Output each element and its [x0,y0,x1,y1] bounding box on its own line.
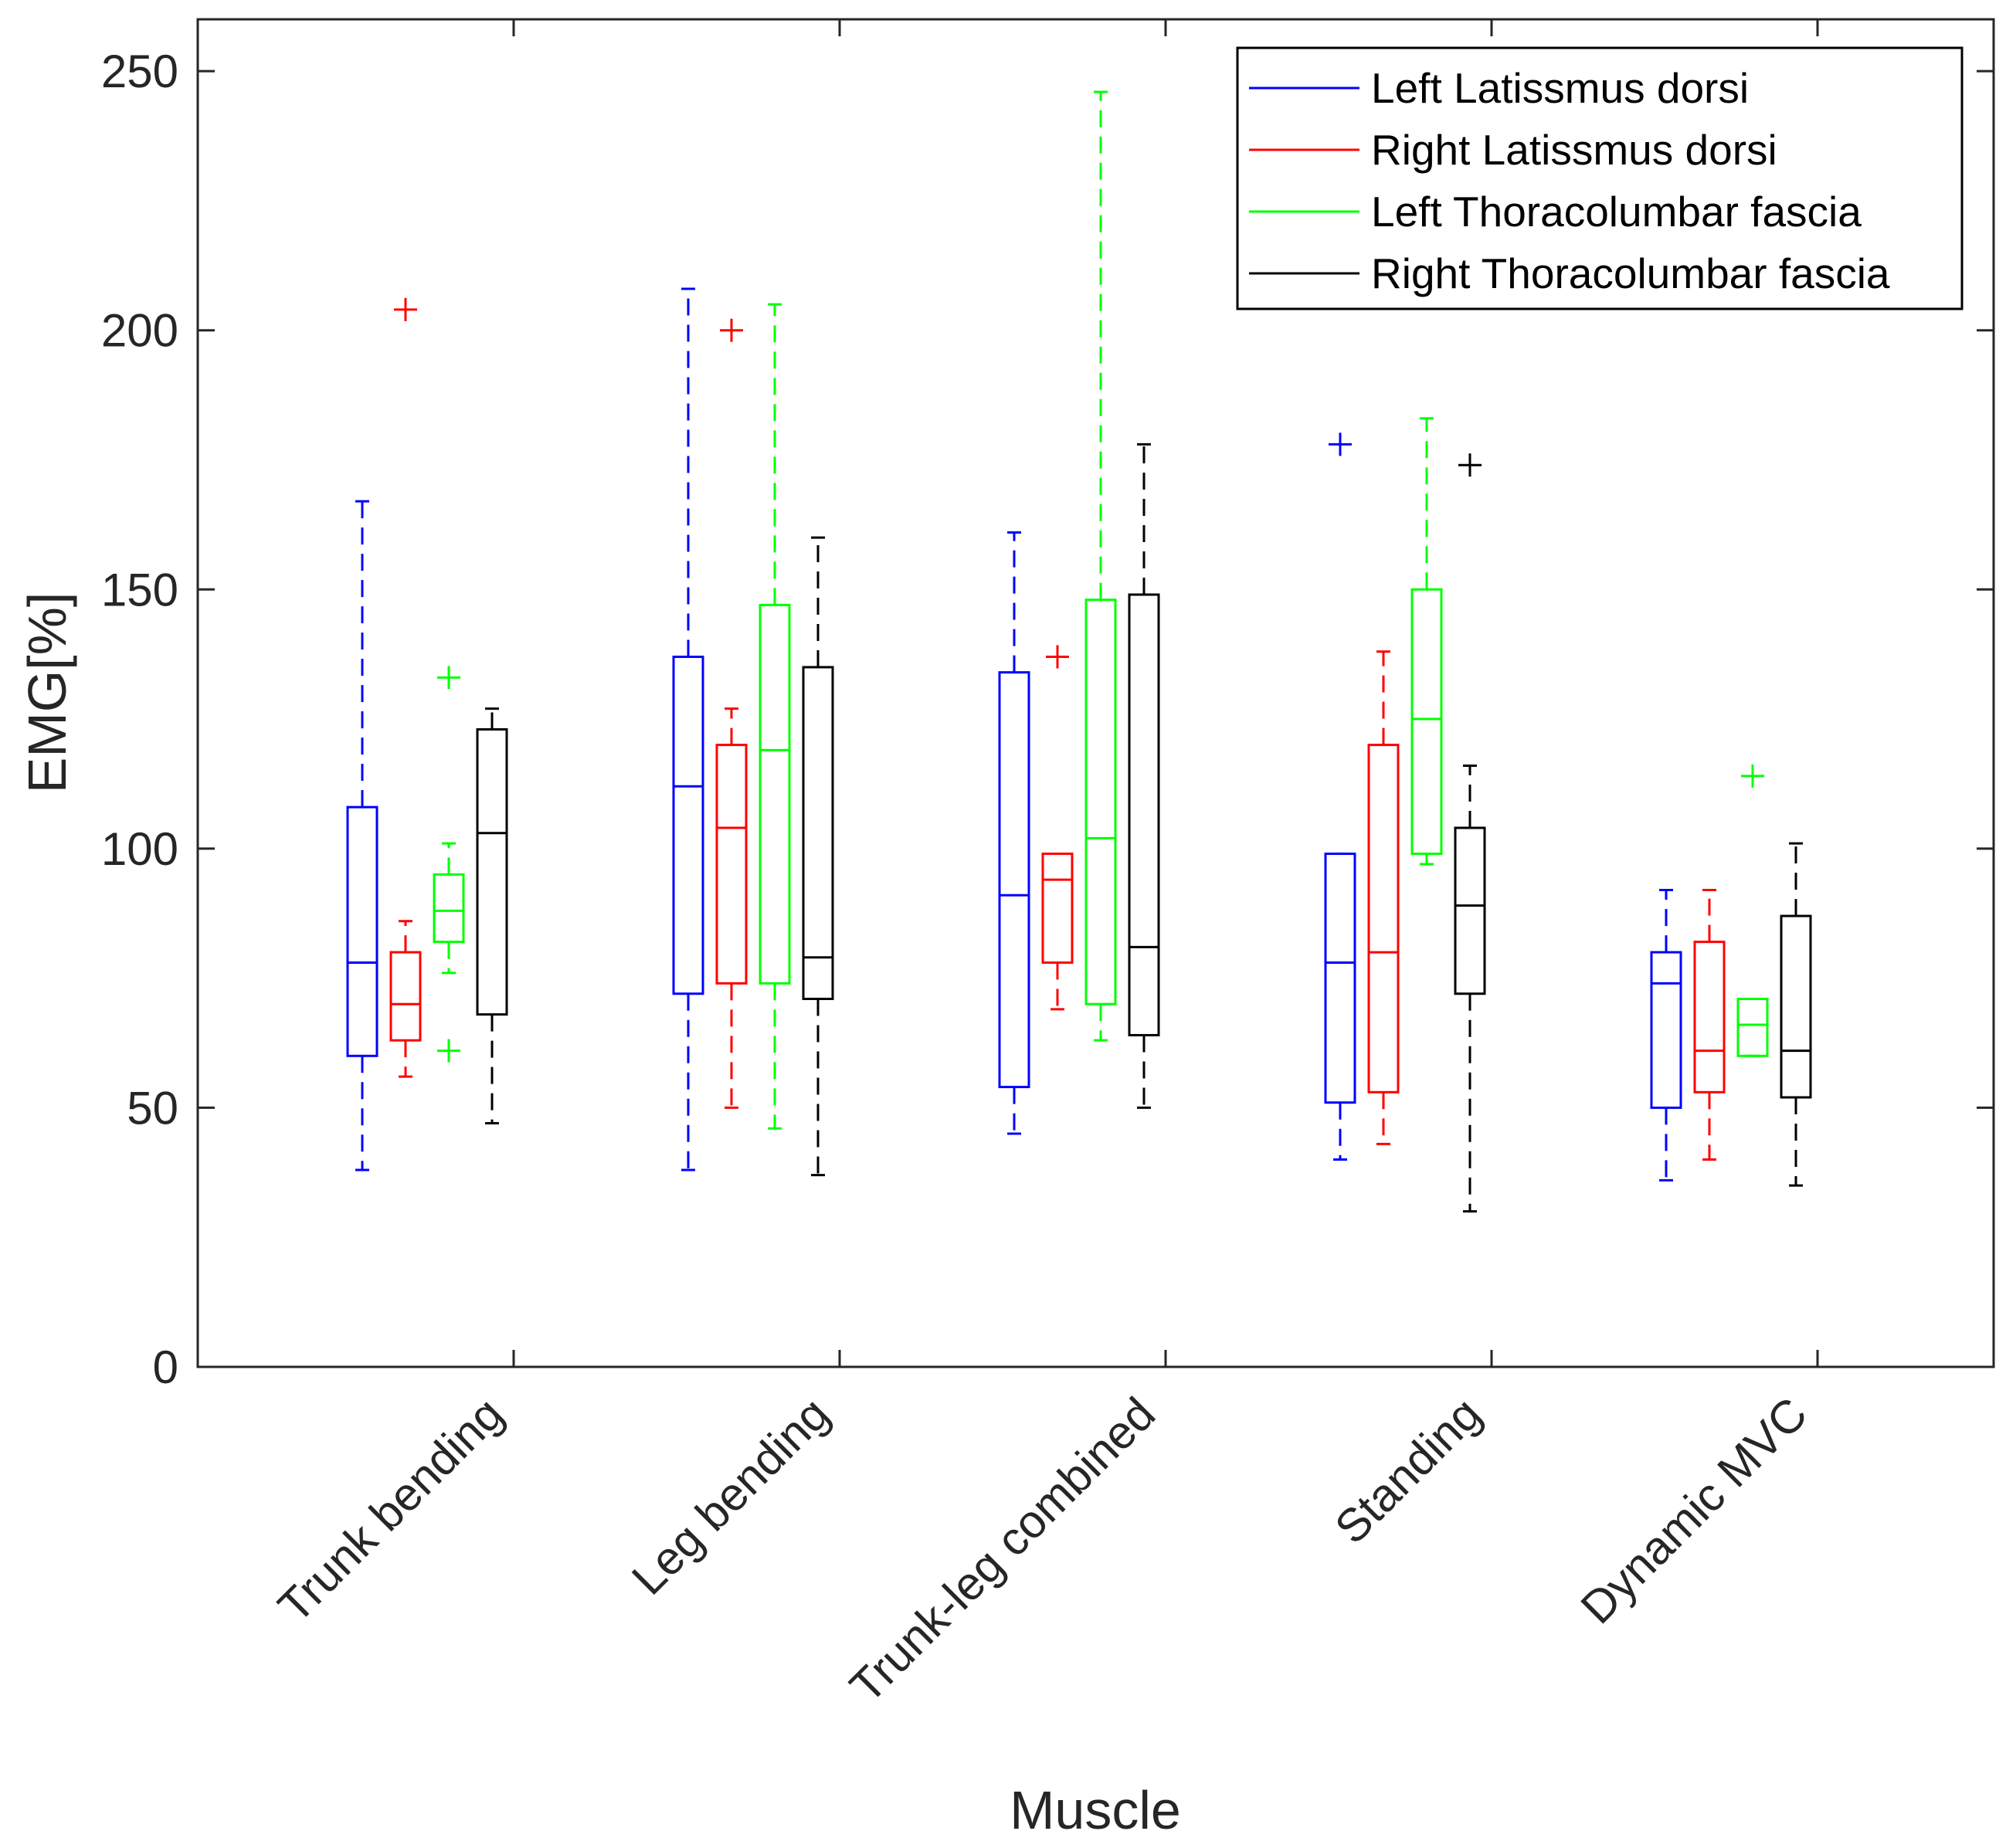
outlier-marker [720,318,743,342]
box-0-3 [1324,432,1356,1161]
box-3-2 [1128,443,1160,1109]
box-rect [346,805,378,1057]
outlier-marker [437,666,460,690]
box-rect [998,671,1030,1089]
y-tick-label: 200 [101,305,178,357]
box-2-2 [1084,90,1117,1042]
legend-label: Left Thoracolumbar fascia [1371,188,1862,236]
x-tick-label: Trunk bending [268,1388,513,1633]
y-tick-label: 0 [153,1341,178,1393]
box-0-0 [346,500,378,1172]
box-3-0 [476,707,508,1125]
y-tick-label: 50 [127,1082,178,1134]
box-0-4 [1650,889,1682,1182]
box-rect [433,873,465,944]
box-rect [1780,914,1812,1099]
box-1-3 [1367,650,1400,1145]
box-2-4 [1736,764,1769,1057]
box-rect [1454,826,1486,995]
legend: Left Latissmus dorsi Right Latissmus dors… [1236,46,1964,310]
outlier-marker [437,1039,460,1063]
box-rect [672,656,704,995]
outlier-marker [1046,645,1069,669]
box-3-3 [1454,453,1486,1213]
box-rect [802,666,834,1000]
box-0-1 [672,287,704,1172]
x-tick-label: Trunk-leg combined [840,1388,1165,1713]
box-2-3 [1410,417,1443,866]
x-tick-label: Standing [1325,1388,1491,1554]
x-tick-label: Leg bending [622,1388,839,1605]
legend-label: Right Thoracolumbar fascia [1371,249,1890,297]
box-rect [389,951,422,1042]
box-1-1 [715,318,748,1109]
box-rect [759,603,791,985]
box-0-2 [998,531,1030,1135]
box-rect [1736,997,1769,1057]
box-rect [1084,598,1117,1005]
outlier-marker [1741,764,1764,788]
box-rect [1410,588,1443,856]
box-3-4 [1780,842,1812,1187]
legend-label: Left Latissmus dorsi [1371,64,1749,112]
box-rect [1367,744,1400,1094]
box-1-4 [1693,889,1726,1161]
legend-label: Right Latissmus dorsi [1371,126,1777,174]
x-axis-title: Muscle [1010,1780,1181,1840]
box-rect [1324,853,1356,1104]
box-groups [346,90,1812,1213]
x-tick-label: Dynamic MVC [1571,1388,1817,1633]
outlier-marker [1329,432,1352,456]
box-rect [1650,951,1682,1109]
y-tick-label: 250 [101,46,178,97]
box-rect [715,744,748,985]
box-1-2 [1041,645,1074,1011]
box-1-0 [389,297,422,1078]
y-tick-label: 150 [101,564,178,615]
box-2-1 [759,303,791,1130]
legend-box [1236,46,1964,310]
y-tick-label: 100 [101,823,178,875]
y-axis: 0 50 100 150 200 250 [101,46,1994,1393]
box-3-1 [802,536,834,1177]
box-rect [1041,853,1074,965]
box-rect [476,727,508,1016]
y-axis-title: EMG[%] [17,592,77,794]
box-2-0 [433,666,465,1063]
box-rect [1693,941,1726,1094]
outlier-marker [394,297,417,321]
outlier-marker [1458,453,1482,477]
box-rect [1128,593,1160,1036]
